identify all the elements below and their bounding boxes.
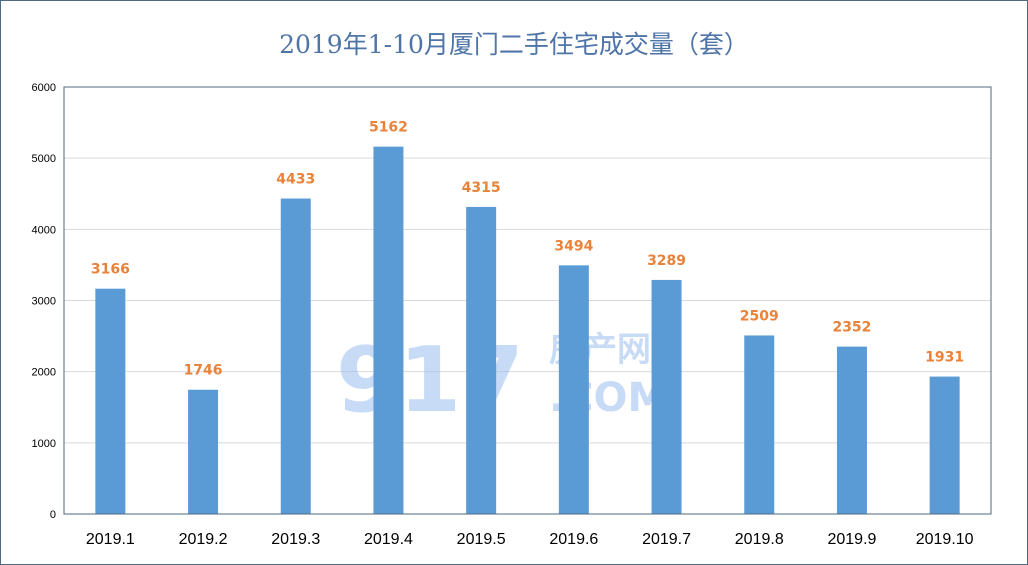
y-tick-label: 4000: [32, 224, 56, 236]
data-label: 1931: [925, 350, 964, 366]
x-axis-labels: 2019.1 2019.2 2019.3 2019.4 2019.5 2019.6 2019…: [86, 531, 974, 548]
x-tick-label: 2019.7: [642, 531, 691, 548]
x-tick-label: 2019.4: [364, 531, 413, 548]
data-label: 2352: [832, 320, 871, 336]
data-labels: 3166 1746 4433 5162 4315 3494 3289 2509 2352 1931: [91, 120, 964, 379]
x-tick-label: 2019.8: [735, 531, 784, 548]
bar-2019.9: [836, 346, 867, 514]
bar-2019.10: [929, 376, 960, 514]
data-label: 2509: [740, 308, 779, 324]
bar-2019.1: [95, 288, 126, 514]
y-tick-label: 2000: [32, 367, 56, 379]
bar-2019.5: [466, 206, 497, 514]
y-tick-label: 5000: [32, 153, 56, 165]
data-label: 4315: [462, 180, 501, 196]
data-label: 5162: [369, 120, 408, 136]
chart-title: 2019年1-10月厦门二手住宅成交量（套）: [279, 30, 749, 59]
data-label: 3166: [91, 262, 130, 278]
bars: [95, 146, 960, 514]
bar-2019.6: [558, 265, 589, 514]
bar-2019.2: [188, 389, 219, 514]
data-label: 1746: [184, 363, 223, 379]
y-tick-label: 6000: [32, 82, 56, 94]
x-tick-label: 2019.2: [179, 531, 228, 548]
x-tick-label: 2019.1: [86, 531, 135, 548]
x-tick-label: 2019.6: [549, 531, 598, 548]
y-axis-ticks: 0 1000 2000 3000 4000 5000 6000: [32, 82, 56, 521]
y-tick-label: 3000: [32, 296, 56, 308]
bar-2019.4: [373, 146, 404, 514]
plot-area-border: [63, 86, 992, 515]
bar-2019.7: [651, 279, 682, 514]
x-tick-label: 2019.3: [271, 531, 320, 548]
data-label: 3289: [647, 253, 686, 269]
bar-2019.3: [280, 198, 311, 514]
data-label: 4433: [276, 172, 315, 188]
x-tick-label: 2019.10: [916, 531, 974, 548]
x-tick-label: 2019.5: [457, 531, 506, 548]
data-label: 3494: [554, 238, 593, 254]
x-tick-label: 2019.9: [827, 531, 876, 548]
y-tick-label: 0: [50, 509, 56, 521]
y-tick-label: 1000: [32, 438, 56, 450]
bar-2019.8: [744, 335, 775, 514]
